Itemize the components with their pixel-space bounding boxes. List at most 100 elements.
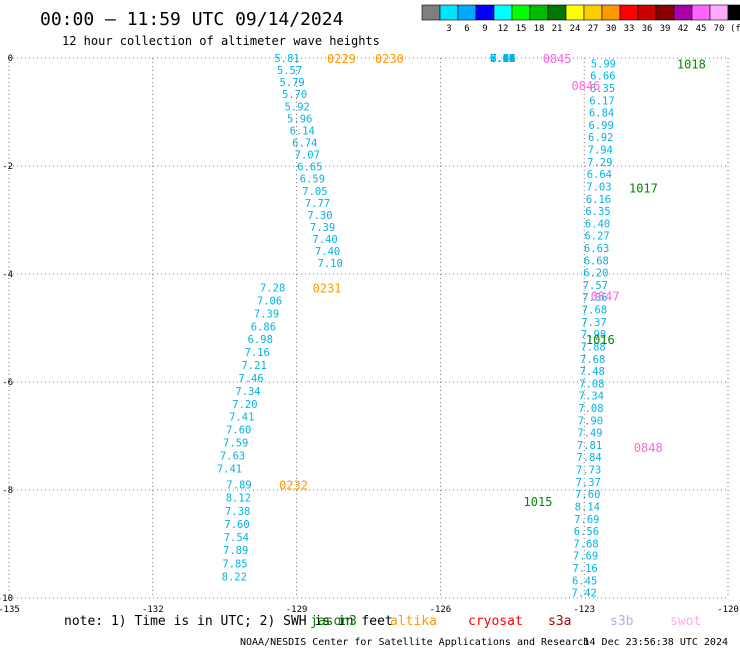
wave-height-value: 6.16 bbox=[586, 194, 611, 206]
wave-height-value: 7.16 bbox=[572, 563, 597, 575]
wave-height-value: 7.07 bbox=[295, 150, 320, 162]
wave-height-value: 6.38 bbox=[490, 53, 515, 65]
wave-height-value: 5.92 bbox=[285, 101, 310, 113]
wave-height-value: 6.45 bbox=[572, 575, 597, 587]
wave-height-value: 7.12 bbox=[490, 53, 515, 65]
color-swatch bbox=[691, 4, 711, 21]
x-tick-label: -126 bbox=[430, 605, 452, 615]
wave-height-value: 7.77 bbox=[305, 198, 330, 210]
wave-height-value: 6.58 bbox=[490, 53, 515, 65]
track-id-label: 1015 bbox=[524, 495, 553, 509]
wave-height-value: 6.59 bbox=[300, 174, 325, 186]
wave-height-value: 7.13 bbox=[490, 53, 515, 65]
track-id-label: 0848 bbox=[634, 441, 663, 455]
wave-height-value: 6.87 bbox=[490, 53, 515, 65]
wave-height-value: 6.17 bbox=[589, 95, 614, 107]
color-swatch-label: 21 bbox=[552, 24, 563, 34]
color-swatch-label: 33 bbox=[624, 24, 635, 34]
wave-height-value: 6.27 bbox=[584, 231, 609, 243]
wave-height-value: 7.41 bbox=[217, 463, 242, 475]
wave-height-value: 7.34 bbox=[579, 391, 604, 403]
wave-height-value: 7.39 bbox=[254, 308, 279, 320]
wave-height-value: 7.70 bbox=[490, 53, 515, 65]
wave-height-value: 5.79 bbox=[279, 77, 304, 89]
wave-height-value: 8.12 bbox=[226, 493, 251, 505]
wave-height-value: 5.99 bbox=[490, 53, 515, 65]
track-id-label: 0231 bbox=[313, 282, 342, 296]
wave-height-value: 7.64 bbox=[490, 53, 515, 65]
wave-height-value: 7.03 bbox=[490, 53, 515, 65]
wave-height-value: 8.31 bbox=[490, 53, 515, 65]
wave-height-value: 7.33 bbox=[490, 53, 515, 65]
wave-height-value: 8.22 bbox=[222, 571, 247, 583]
color-swatch bbox=[619, 4, 639, 21]
y-tick-label: -6 bbox=[2, 378, 13, 388]
color-swatch bbox=[709, 4, 729, 21]
legend-item-swot: swot bbox=[670, 614, 701, 629]
wave-height-value: 5.99 bbox=[591, 58, 616, 70]
wave-height-value: 7.40 bbox=[312, 234, 337, 246]
wave-height-value: 6.48 bbox=[490, 53, 515, 65]
track-id-labels: 0229 0230 0231 0232 0845 0846 0847 0848 1015 1016… bbox=[279, 52, 706, 509]
color-swatch bbox=[529, 4, 549, 21]
color-swatch-label: 15 bbox=[516, 24, 527, 34]
wave-height-value: 7.84 bbox=[576, 452, 601, 464]
wave-height-value: 7.37 bbox=[576, 477, 601, 489]
wave-height-value: 7.62 bbox=[490, 53, 515, 65]
wave-height-value: 7.10 bbox=[318, 258, 343, 270]
wave-height-value: 7.64 bbox=[490, 53, 515, 65]
wave-height-value: 7.57 bbox=[583, 280, 608, 292]
track-id-label: 0229 bbox=[327, 52, 356, 66]
wave-height-value: 7.21 bbox=[241, 360, 266, 372]
color-swatch bbox=[727, 4, 740, 21]
wave-height-value: 6.64 bbox=[587, 169, 612, 181]
color-swatch bbox=[511, 4, 531, 21]
wave-height-value: 6.65 bbox=[297, 162, 322, 174]
wave-height-value: 7.42 bbox=[572, 588, 597, 600]
wave-height-value: 7.90 bbox=[578, 415, 603, 427]
wave-height-value: 7.39 bbox=[310, 222, 335, 234]
axis-tick-labels: -135 -132 -129 -126 -123 -120 0 -2 -4 -6 -8 -10 bbox=[0, 54, 739, 615]
wave-height-value: 7.68 bbox=[490, 53, 515, 65]
y-tick-label: -2 bbox=[2, 162, 13, 172]
wave-height-value: 7.57 bbox=[490, 53, 515, 65]
legend-item-altika: altika bbox=[390, 614, 437, 629]
x-tick-label: -123 bbox=[573, 605, 595, 615]
color-swatch bbox=[565, 4, 585, 21]
color-swatch bbox=[457, 4, 477, 21]
footer-credit: NOAA/NESDIS Center for Satellite Applica… bbox=[240, 637, 589, 648]
wave-height-value: 6.68 bbox=[584, 255, 609, 267]
wave-height-value: 7.81 bbox=[577, 440, 602, 452]
wave-height-value: 5.70 bbox=[282, 89, 307, 101]
wave-height-value: 6.59 bbox=[490, 53, 515, 65]
wave-height-value: 8.48 bbox=[490, 53, 515, 65]
wave-height-value: 7.59 bbox=[223, 438, 248, 450]
wave-height-value: 7.62 bbox=[490, 53, 515, 65]
wave-height-value: 7.63 bbox=[490, 53, 515, 65]
wave-height-value: 7.89 bbox=[226, 480, 251, 492]
wave-height-value: 7.85 bbox=[222, 558, 247, 570]
wave-height-value: 7.92 bbox=[490, 53, 515, 65]
x-tick-label: -120 bbox=[717, 605, 739, 615]
wave-height-value: 7.48 bbox=[580, 366, 605, 378]
wave-height-value: 7.28 bbox=[260, 283, 285, 295]
wave-height-value: 7.20 bbox=[232, 399, 257, 411]
wave-height-value: 6.03 bbox=[490, 53, 515, 65]
wave-height-value: 6.74 bbox=[292, 137, 317, 149]
color-swatch bbox=[601, 4, 621, 21]
wave-height-value: 7.93 bbox=[490, 53, 515, 65]
wave-height-value: 7.03 bbox=[586, 181, 611, 193]
wave-height-value: 7.88 bbox=[580, 341, 605, 353]
wave-height-value: 7.06 bbox=[257, 295, 282, 307]
wave-height-value: 5.81 bbox=[274, 53, 299, 65]
wave-height-value: 6.35 bbox=[585, 206, 610, 218]
wave-height-value: 6.98 bbox=[248, 334, 273, 346]
y-tick-label: 0 bbox=[8, 54, 13, 64]
wave-height-value: 8.14 bbox=[575, 501, 600, 513]
wave-height-value: 6.84 bbox=[589, 108, 614, 120]
wave-height-value: 7.68 bbox=[580, 354, 605, 366]
wave-height-value: 7.21 bbox=[490, 53, 515, 65]
wave-height-value: 6.45 bbox=[490, 53, 515, 65]
color-swatch-label: 9 bbox=[482, 24, 487, 34]
wave-height-value: 7.89 bbox=[223, 545, 248, 557]
